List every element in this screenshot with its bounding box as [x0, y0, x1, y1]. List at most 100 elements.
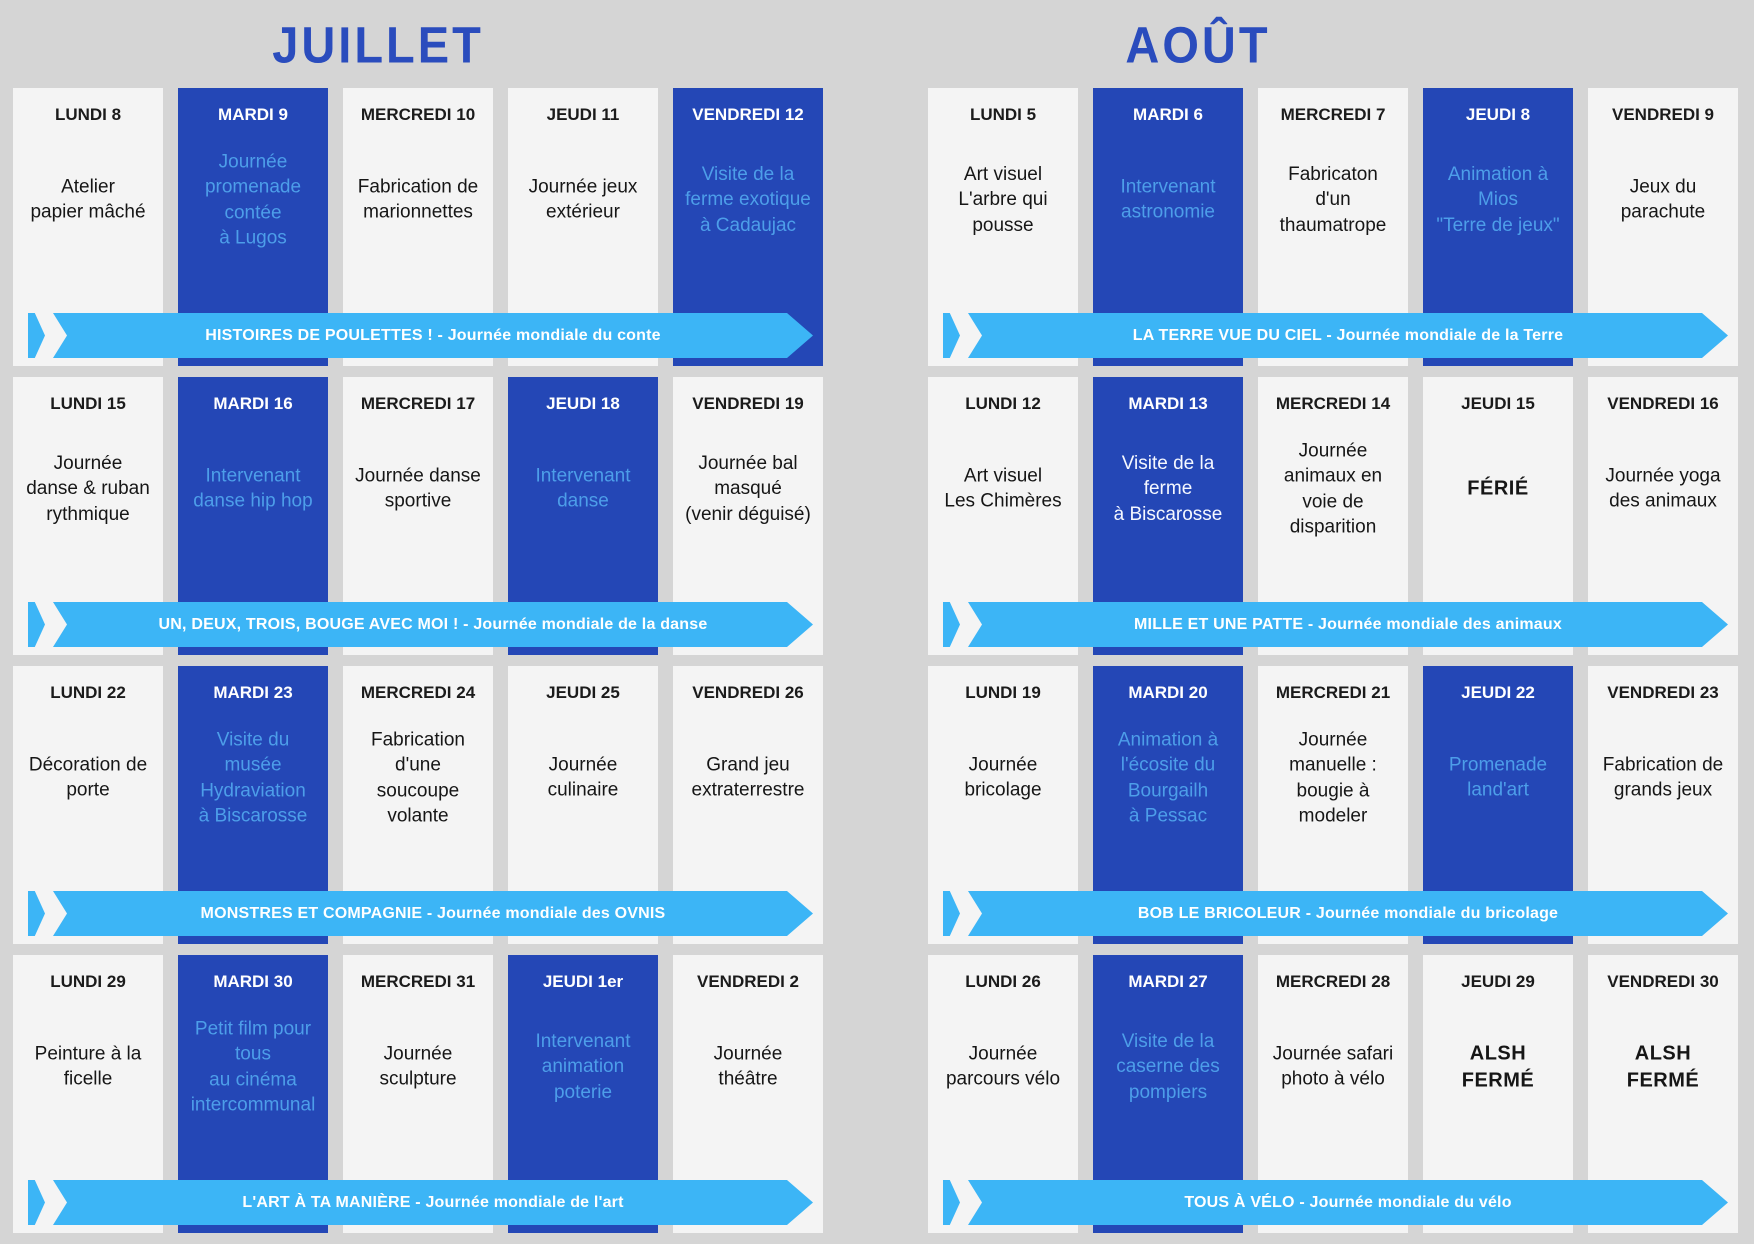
day-activity: Journée théâtre — [713, 1043, 783, 1090]
day-header: JEUDI 29 — [1461, 972, 1535, 991]
theme-banner: BOB LE BRICOLEUR - Journée mondiale du b… — [943, 891, 1728, 936]
day-header: MERCREDI 28 — [1275, 972, 1391, 991]
weeks-container: LUNDI 5 Art visuel L'arbre qui pousse MA… — [928, 88, 1738, 1233]
day-activity: Journée sculpture — [379, 1043, 457, 1090]
day-activity: Art visuel Les Chimères — [944, 465, 1062, 512]
day-header: MARDI 23 — [213, 683, 293, 702]
day-activity: Journée animaux en voie de disparition — [1283, 440, 1383, 538]
banner-ribbon: HISTOIRES DE POULETTES ! - Journée mondi… — [53, 313, 813, 358]
day-header: VENDREDI 26 — [692, 683, 804, 702]
day-header: VENDREDI 19 — [692, 394, 804, 413]
day-header: MARDI 6 — [1133, 105, 1203, 124]
day-activity: Fabrication de marionnettes — [357, 176, 479, 223]
day-activity: Journée danse sportive — [355, 465, 481, 512]
theme-banner: TOUS À VÉLO - Journée mondiale du vélo — [943, 1180, 1728, 1225]
day-header: LUNDI 12 — [965, 394, 1041, 413]
banner-label: L'ART À TA MANIÈRE - Journée mondiale de… — [242, 1193, 624, 1211]
day-header: VENDREDI 16 — [1607, 394, 1719, 413]
day-activity: Promenade land'art — [1448, 754, 1548, 801]
day-header: LUNDI 5 — [969, 105, 1037, 124]
day-activity: Peinture à la ficelle — [34, 1043, 142, 1090]
banner-tail-icon — [28, 1180, 45, 1225]
day-header: MARDI 16 — [213, 394, 293, 413]
day-header: VENDREDI 12 — [692, 105, 804, 124]
day-activity: Grand jeu extraterrestre — [691, 754, 805, 801]
banner-tail-icon — [943, 602, 960, 647]
day-header: VENDREDI 23 — [1607, 683, 1719, 702]
banner-label: MONSTRES ET COMPAGNIE - Journée mondiale… — [200, 904, 666, 922]
banner-ribbon: TOUS À VÉLO - Journée mondiale du vélo — [968, 1180, 1728, 1225]
day-activity: Journée danse & ruban rythmique — [26, 453, 150, 525]
day-activity: Visite du musée Hydraviation à Biscaross… — [198, 729, 308, 827]
month-title-wrap: JUILLET — [13, 0, 823, 88]
day-activity: Visite de la ferme exotique à Cadaujac — [685, 164, 811, 236]
day-activity: Journée yoga des animaux — [1605, 465, 1721, 512]
day-header: MERCREDI 17 — [360, 394, 476, 413]
day-activity: Fabricaton d'un thaumatrope — [1279, 164, 1387, 236]
day-header: JEUDI 15 — [1461, 394, 1535, 413]
day-header: JEUDI 11 — [546, 105, 620, 124]
day-activity: Journée safari photo à vélo — [1272, 1043, 1394, 1090]
day-header: VENDREDI 2 — [696, 972, 800, 991]
day-activity: Journée parcours vélo — [945, 1043, 1061, 1090]
day-activity: Visite de la ferme à Biscarosse — [1113, 453, 1223, 525]
month-title: JUILLET — [272, 15, 484, 73]
banner-label: BOB LE BRICOLEUR - Journée mondiale du b… — [1137, 904, 1559, 922]
day-activity: Fabrication d'une soucoupe volante — [371, 729, 465, 827]
month-aout: AOÛT LUNDI 5 Art visuel L'arbre qui pous… — [928, 0, 1738, 1244]
day-activity: Atelier papier mâché — [30, 176, 146, 223]
theme-banner: MILLE ET UNE PATTE - Journée mondiale de… — [943, 602, 1728, 647]
day-header: LUNDI 19 — [965, 683, 1041, 702]
theme-banner: MONSTRES ET COMPAGNIE - Journée mondiale… — [28, 891, 813, 936]
banner-label: TOUS À VÉLO - Journée mondiale du vélo — [1184, 1193, 1512, 1211]
day-activity: Visite de la caserne des pompiers — [1116, 1031, 1220, 1103]
banner-ribbon: MILLE ET UNE PATTE - Journée mondiale de… — [968, 602, 1728, 647]
banner-tail-icon — [943, 1180, 960, 1225]
day-header: JEUDI 18 — [546, 394, 620, 413]
day-activity: ALSH FERMÉ — [1461, 1042, 1535, 1091]
day-activity: Journée jeux extérieur — [528, 176, 638, 223]
day-header: MERCREDI 21 — [1275, 683, 1391, 702]
day-activity: Intervenant danse hip hop — [193, 465, 313, 512]
day-header: JEUDI 8 — [1465, 105, 1531, 124]
day-activity: Journée bal masqué (venir déguisé) — [685, 453, 811, 525]
day-activity: Intervenant danse — [535, 465, 631, 512]
month-title: AOÛT — [1125, 15, 1271, 73]
banner-tail-icon — [28, 313, 45, 358]
banner-label: UN, DEUX, TROIS, BOUGE AVEC MOI ! - Jour… — [158, 615, 708, 633]
week-row: LUNDI 29 Peinture à la ficelle MARDI 30 … — [13, 955, 823, 1233]
day-activity: Journée promenade contée à Lugos — [204, 151, 302, 249]
day-header: MARDI 9 — [218, 105, 288, 124]
day-activity: Intervenant astronomie — [1120, 176, 1216, 223]
banner-ribbon: LA TERRE VUE DU CIEL - Journée mondiale … — [968, 313, 1728, 358]
day-header: MERCREDI 31 — [360, 972, 476, 991]
theme-banner: LA TERRE VUE DU CIEL - Journée mondiale … — [943, 313, 1728, 358]
day-header: LUNDI 15 — [50, 394, 126, 413]
week-row: LUNDI 15 Journée danse & ruban rythmique… — [13, 377, 823, 655]
week-row: LUNDI 12 Art visuel Les Chimères MARDI 1… — [928, 377, 1738, 655]
banner-ribbon: MONSTRES ET COMPAGNIE - Journée mondiale… — [53, 891, 813, 936]
week-row: LUNDI 22 Décoration de porte MARDI 23 Vi… — [13, 666, 823, 944]
day-header: MERCREDI 7 — [1280, 105, 1386, 124]
day-activity: Décoration de porte — [28, 754, 148, 801]
day-activity: ALSH FERMÉ — [1626, 1042, 1700, 1091]
day-header: MERCREDI 10 — [360, 105, 476, 124]
banner-label: HISTOIRES DE POULETTES ! - Journée mondi… — [205, 326, 661, 344]
banner-tail-icon — [28, 602, 45, 647]
day-header: MERCREDI 14 — [1275, 394, 1391, 413]
day-activity: Journée culinaire — [547, 754, 619, 801]
day-activity: FÉRIÉ — [1467, 477, 1529, 500]
week-row: LUNDI 8 Atelier papier mâché MARDI 9 Jou… — [13, 88, 823, 366]
day-activity: Animation à Mios "Terre de jeux" — [1436, 164, 1560, 236]
day-header: MERCREDI 24 — [360, 683, 476, 702]
day-header: MARDI 30 — [213, 972, 293, 991]
day-header: MARDI 27 — [1128, 972, 1208, 991]
weeks-container: LUNDI 8 Atelier papier mâché MARDI 9 Jou… — [13, 88, 823, 1233]
week-row: LUNDI 5 Art visuel L'arbre qui pousse MA… — [928, 88, 1738, 366]
day-activity: Art visuel L'arbre qui pousse — [958, 164, 1048, 236]
week-row: LUNDI 19 Journée bricolage MARDI 20 Anim… — [928, 666, 1738, 944]
month-title-wrap: AOÛT — [928, 0, 1738, 88]
day-activity: Intervenant animation poterie — [535, 1031, 631, 1103]
day-activity: Journée manuelle : bougie à modeler — [1289, 729, 1377, 827]
day-header: LUNDI 22 — [50, 683, 126, 702]
